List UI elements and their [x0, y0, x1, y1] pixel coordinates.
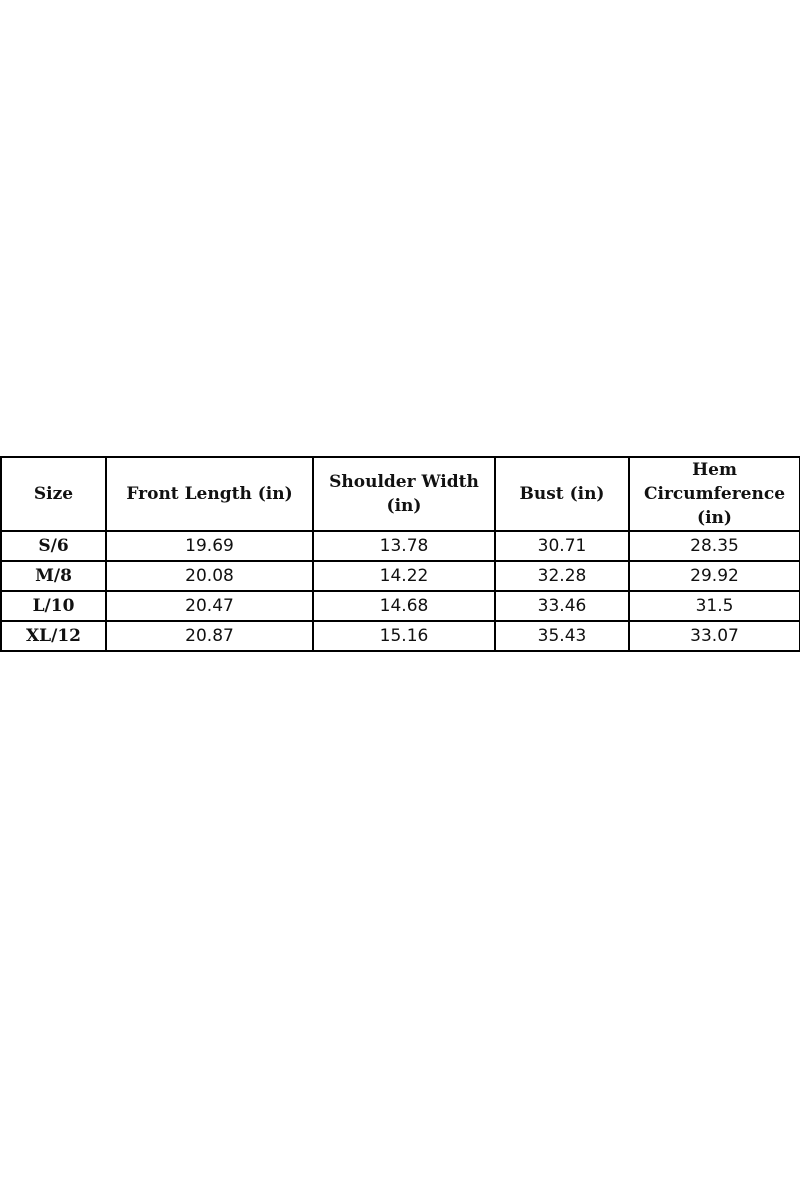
- cell-shoulder-width: 14.22: [312, 560, 496, 592]
- cell-front-length: 19.69: [105, 530, 314, 562]
- cell-bust: 35.43: [494, 620, 630, 652]
- table-row: S/6 19.69 13.78 30.71 28.35: [0, 530, 800, 562]
- cell-front-length: 20.47: [105, 590, 314, 622]
- cell-shoulder-width: 14.68: [312, 590, 496, 622]
- size-chart-table: Size Front Length (in) Shoulder Width (i…: [0, 456, 800, 652]
- header-shoulder-width: Shoulder Width (in): [312, 456, 496, 532]
- header-bust: Bust (in): [494, 456, 630, 532]
- cell-size: S/6: [0, 530, 107, 562]
- cell-bust: 32.28: [494, 560, 630, 592]
- cell-hem-circumference: 29.92: [628, 560, 800, 592]
- table-row: XL/12 20.87 15.16 35.43 33.07: [0, 620, 800, 652]
- cell-bust: 33.46: [494, 590, 630, 622]
- header-front-length: Front Length (in): [105, 456, 314, 532]
- header-size: Size: [0, 456, 107, 532]
- header-row: Size Front Length (in) Shoulder Width (i…: [0, 456, 800, 532]
- cell-front-length: 20.08: [105, 560, 314, 592]
- cell-bust: 30.71: [494, 530, 630, 562]
- cell-hem-circumference: 28.35: [628, 530, 800, 562]
- table-row: M/8 20.08 14.22 32.28 29.92: [0, 560, 800, 592]
- table-row: L/10 20.47 14.68 33.46 31.5: [0, 590, 800, 622]
- cell-hem-circumference: 33.07: [628, 620, 800, 652]
- cell-size: M/8: [0, 560, 107, 592]
- header-hem-circumference: Hem Circumference (in): [628, 456, 800, 532]
- cell-shoulder-width: 15.16: [312, 620, 496, 652]
- cell-size: L/10: [0, 590, 107, 622]
- cell-shoulder-width: 13.78: [312, 530, 496, 562]
- cell-hem-circumference: 31.5: [628, 590, 800, 622]
- cell-size: XL/12: [0, 620, 107, 652]
- cell-front-length: 20.87: [105, 620, 314, 652]
